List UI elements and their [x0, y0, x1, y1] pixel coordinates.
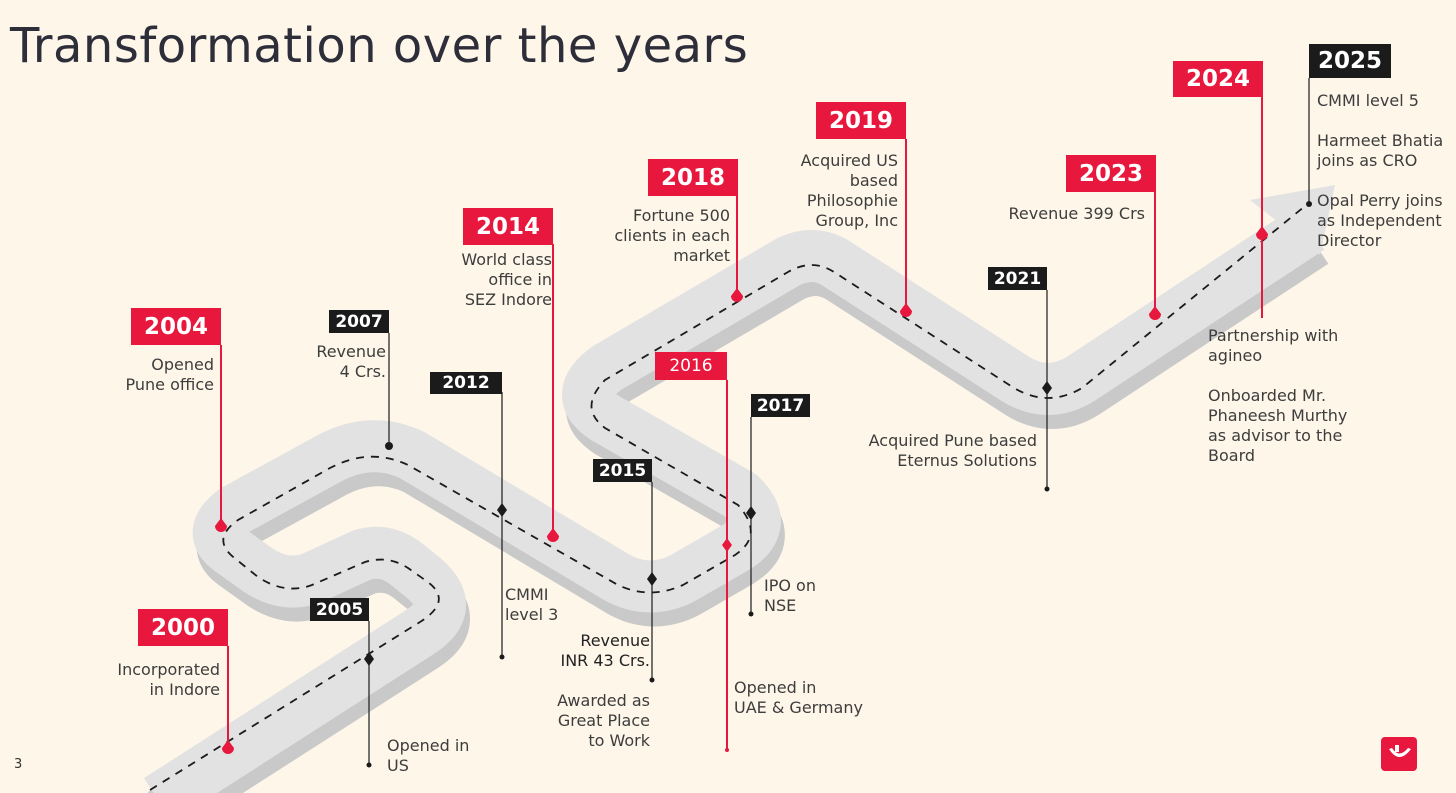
flag-2000: 2000: [138, 609, 228, 646]
label-2007: Revenue 4 Crs.: [316, 342, 386, 381]
flag-2004: 2004: [131, 308, 221, 345]
arrow-head-icon: [1250, 185, 1335, 255]
pin-2021-icon: [1042, 381, 1052, 395]
label-2021: Acquired Pune based Eternus Solutions: [868, 431, 1037, 470]
road-center-line: [149, 201, 1311, 791]
flag-2016: 2016: [655, 352, 727, 380]
road-body: [143, 185, 1335, 793]
pin-2016-icon: [722, 538, 732, 552]
label-2018: Fortune 500 clients in each market: [614, 206, 730, 265]
pin-2024-icon: [1256, 226, 1268, 240]
pin-2019-icon: [900, 303, 912, 317]
flag-2021: 2021: [988, 267, 1047, 290]
flag-2005: 2005: [310, 598, 369, 621]
pin-2000-icon: [222, 740, 234, 754]
flag-2023: 2023: [1066, 155, 1156, 192]
label-2004: Opened Pune office: [125, 355, 214, 394]
label-2025-cro: Harmeet Bhatia joins as CRO: [1317, 131, 1444, 170]
pin-2015-icon: [647, 572, 657, 586]
page-title: Transformation over the years: [10, 18, 749, 74]
label-2012: CMMI level 3: [505, 585, 559, 624]
page-number: 3: [14, 757, 23, 772]
pin-2004-icon: [215, 518, 227, 532]
label-2000: Incorporated in Indore: [117, 660, 220, 699]
pin-2007-icon: [385, 442, 393, 450]
flag-2017: 2017: [751, 394, 810, 417]
pin-2023-icon: [1149, 306, 1161, 320]
label-2019: Acquired US based Philosophie Group, Inc: [800, 151, 898, 230]
label-2024-partnership: Partnership with agineo: [1208, 326, 1339, 365]
label-2025-cmmi: CMMI level 5: [1317, 91, 1419, 110]
brand-logo-icon: [1381, 737, 1417, 771]
pin-2014-icon: [547, 528, 559, 542]
flag-2018: 2018: [648, 159, 738, 196]
label-2014: World class office in SEZ Indore: [461, 250, 552, 309]
pin-lines: [215, 78, 1312, 768]
label-2015-award: Awarded as Great Place to Work: [557, 691, 650, 750]
flag-2012: 2012: [430, 372, 502, 394]
flag-2019: 2019: [816, 102, 906, 139]
label-2025-director: Opal Perry joins as Independent Director: [1317, 191, 1443, 250]
label-2015-revenue: Revenue INR 43 Crs.: [560, 631, 650, 670]
label-2017: IPO on NSE: [764, 576, 816, 615]
flag-2025: 2025: [1309, 44, 1391, 78]
pin-2018-icon: [731, 288, 743, 302]
label-2024-advisor: Onboarded Mr. Phaneesh Murthy as advisor…: [1208, 386, 1348, 465]
flag-2014: 2014: [463, 208, 553, 245]
label-2016: Opened in UAE & Germany: [734, 678, 863, 717]
pin-2017-icon: [746, 506, 756, 520]
pin-2005-icon: [364, 652, 374, 666]
label-2023: Revenue 399 Crs: [1008, 204, 1145, 223]
label-2005: Opened in US: [387, 736, 470, 775]
flag-2007: 2007: [329, 310, 389, 333]
flag-2015: 2015: [593, 459, 652, 482]
pin-2025-icon: [1306, 201, 1312, 207]
pin-2012-icon: [497, 503, 507, 517]
flag-2024: 2024: [1173, 61, 1263, 97]
